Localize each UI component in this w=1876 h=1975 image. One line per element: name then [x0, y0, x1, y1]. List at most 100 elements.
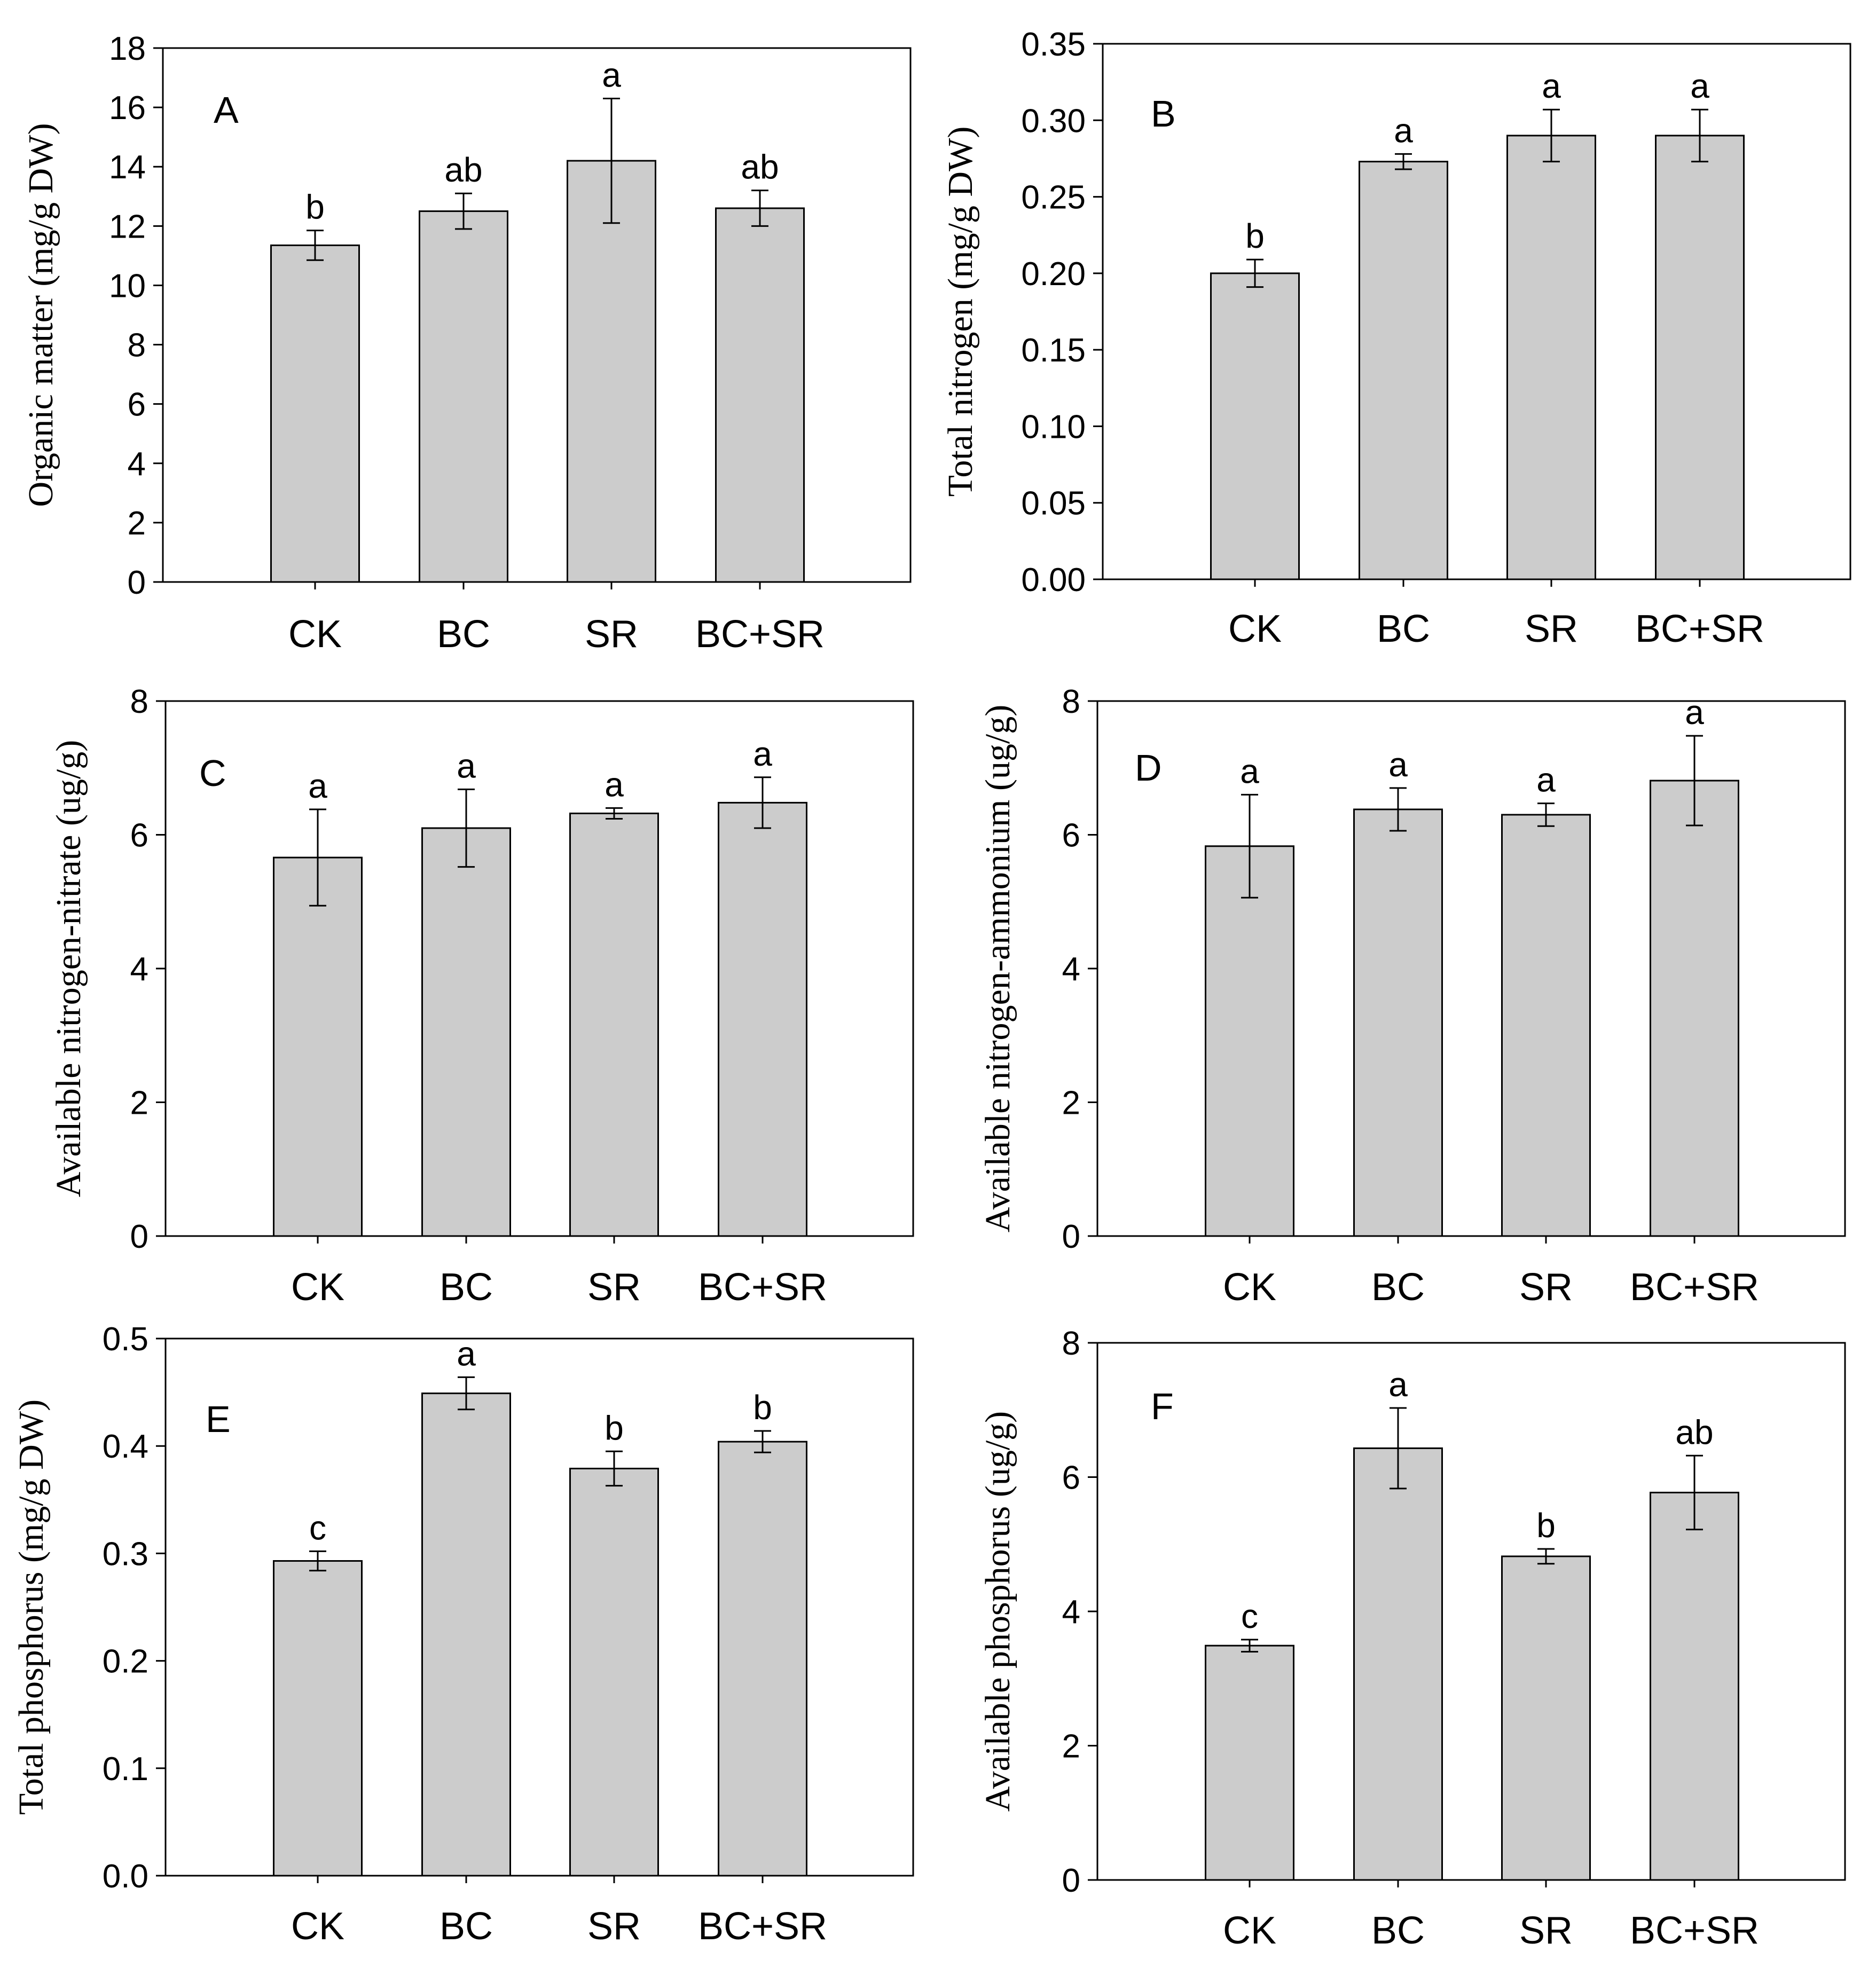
- y-tick-label: 0.4: [103, 1428, 148, 1465]
- y-axis-label: Available phosphorus (ug/g): [978, 1411, 1017, 1812]
- y-tick-label: 6: [1062, 817, 1080, 854]
- y-tick-label: 4: [1062, 951, 1080, 988]
- y-tick-label: 14: [109, 149, 146, 186]
- panel-C: a CK a BC a SR a BC+SR 0 2 4 6 8 C Available nitrogen-…: [49, 683, 914, 1309]
- y-axis-label: Organic matter (mg/g DW): [21, 123, 60, 507]
- significance-letter: a: [1240, 752, 1259, 790]
- significance-letter: a: [1388, 745, 1408, 784]
- bar-BC: [1359, 161, 1448, 580]
- panel-label: B: [1151, 93, 1176, 135]
- category-label: SR: [1519, 1909, 1573, 1952]
- y-tick-label: 0.10: [1021, 408, 1086, 445]
- y-tick-label: 0.05: [1021, 485, 1086, 522]
- y-axis-label: Available nitrogen-nitrate (ug/g): [49, 740, 88, 1197]
- bar-BC: [1353, 1447, 1443, 1881]
- y-tick-label: 0.0: [103, 1858, 148, 1895]
- y-tick-label: 4: [130, 951, 148, 988]
- bar-SR: [569, 1467, 659, 1877]
- significance-letter: ab: [444, 151, 482, 189]
- y-tick-label: 0: [128, 564, 146, 601]
- y-tick-label: 4: [1062, 1594, 1080, 1631]
- y-tick-label: 2: [128, 505, 146, 542]
- category-label: BC: [439, 1905, 493, 1948]
- bar-BC+SR: [715, 207, 805, 583]
- significance-letter: a: [1685, 693, 1704, 731]
- bar-BC: [421, 1392, 511, 1877]
- bar-CK: [273, 856, 363, 1237]
- y-tick-label: 10: [109, 267, 146, 304]
- y-tick-label: 6: [130, 817, 148, 854]
- significance-letter: b: [1245, 217, 1265, 255]
- y-tick-label: 8: [130, 683, 148, 720]
- bar-SR: [1506, 135, 1596, 580]
- y-tick-label: 8: [128, 327, 146, 364]
- bar-CK: [273, 1560, 363, 1877]
- bar-BC+SR: [1650, 780, 1739, 1237]
- bar-BC+SR: [718, 801, 807, 1237]
- panel-B: b CK a BC a SR a BC+SR 0.00 0.05 0.10 0.15 0.20 0.25 0…: [941, 26, 1851, 650]
- significance-letter: a: [1394, 111, 1413, 149]
- y-tick-label: 0.25: [1021, 179, 1086, 216]
- category-label: SR: [1519, 1266, 1573, 1309]
- significance-letter: a: [457, 746, 476, 785]
- bar-BC+SR: [1655, 135, 1745, 580]
- significance-letter: a: [1542, 67, 1561, 105]
- significance-letter: c: [309, 1508, 326, 1547]
- panel-D: a CK a BC a SR a BC+SR 0 2 4 6 8 D Available nitrogen-…: [978, 683, 1846, 1309]
- bar-BC+SR: [1650, 1491, 1739, 1881]
- y-tick-label: 6: [128, 387, 146, 423]
- significance-letter: a: [1536, 761, 1556, 799]
- y-tick-label: 0.15: [1021, 332, 1086, 369]
- y-tick-label: 0: [1062, 1218, 1080, 1255]
- category-label: CK: [1228, 608, 1282, 650]
- significance-letter: ab: [741, 148, 779, 186]
- category-label: CK: [288, 613, 342, 656]
- bar-SR: [567, 160, 656, 583]
- bar-SR: [1501, 814, 1591, 1237]
- y-axis-label: Total nitrogen (mg/g DW): [941, 127, 980, 497]
- category-label: CK: [1223, 1909, 1276, 1952]
- y-tick-label: 18: [109, 30, 146, 67]
- panel-label: A: [214, 89, 239, 131]
- significance-letter: a: [602, 56, 621, 94]
- category-label: BC+SR: [1635, 608, 1764, 650]
- y-tick-label: 4: [128, 446, 146, 483]
- significance-letter: a: [457, 1334, 476, 1373]
- y-tick-label: 0.1: [103, 1751, 148, 1788]
- y-tick-label: 0.35: [1021, 26, 1086, 63]
- y-tick-label: 16: [109, 90, 146, 127]
- panel-label: D: [1135, 747, 1162, 789]
- bar-CK: [1205, 1644, 1294, 1881]
- category-label: BC: [1371, 1909, 1425, 1952]
- y-tick-label: 0.2: [103, 1643, 148, 1680]
- category-label: BC+SR: [695, 613, 825, 656]
- y-axis-label: Total phosphorus (mg/g DW): [12, 1399, 51, 1815]
- category-label: BC: [439, 1266, 493, 1309]
- y-tick-label: 0.3: [103, 1536, 148, 1572]
- category-label: SR: [585, 613, 638, 656]
- category-label: SR: [587, 1266, 641, 1309]
- panel-E: c CK a BC b SR b BC+SR 0.0 0.1 0.2 0.3 0.4 0.5 E Total …: [12, 1321, 914, 1948]
- bar-BC: [1353, 808, 1443, 1237]
- y-axis-label: Available nitrogen-ammonium (ug/g): [978, 705, 1017, 1233]
- category-label: CK: [291, 1905, 344, 1948]
- category-label: SR: [1525, 608, 1578, 650]
- bar-BC: [419, 210, 508, 583]
- category-label: SR: [587, 1905, 641, 1948]
- bar-BC+SR: [718, 1441, 807, 1877]
- panel-label: C: [199, 752, 226, 794]
- category-label: BC+SR: [1630, 1909, 1759, 1952]
- significance-letter: b: [753, 1388, 772, 1427]
- panel-F: c CK a BC b SR ab BC+SR 0 2 4 6 8 F Available phosphor…: [978, 1325, 1846, 1952]
- significance-letter: ab: [1675, 1413, 1713, 1451]
- significance-letter: b: [305, 188, 325, 226]
- category-label: BC: [1371, 1266, 1425, 1309]
- category-label: BC+SR: [1630, 1266, 1759, 1309]
- y-tick-label: 0.5: [103, 1321, 148, 1358]
- panel-label: E: [206, 1398, 231, 1440]
- y-tick-label: 0.00: [1021, 562, 1086, 599]
- y-tick-label: 8: [1062, 683, 1080, 720]
- plot-frame: [164, 700, 914, 1237]
- y-tick-label: 2: [1062, 1085, 1080, 1122]
